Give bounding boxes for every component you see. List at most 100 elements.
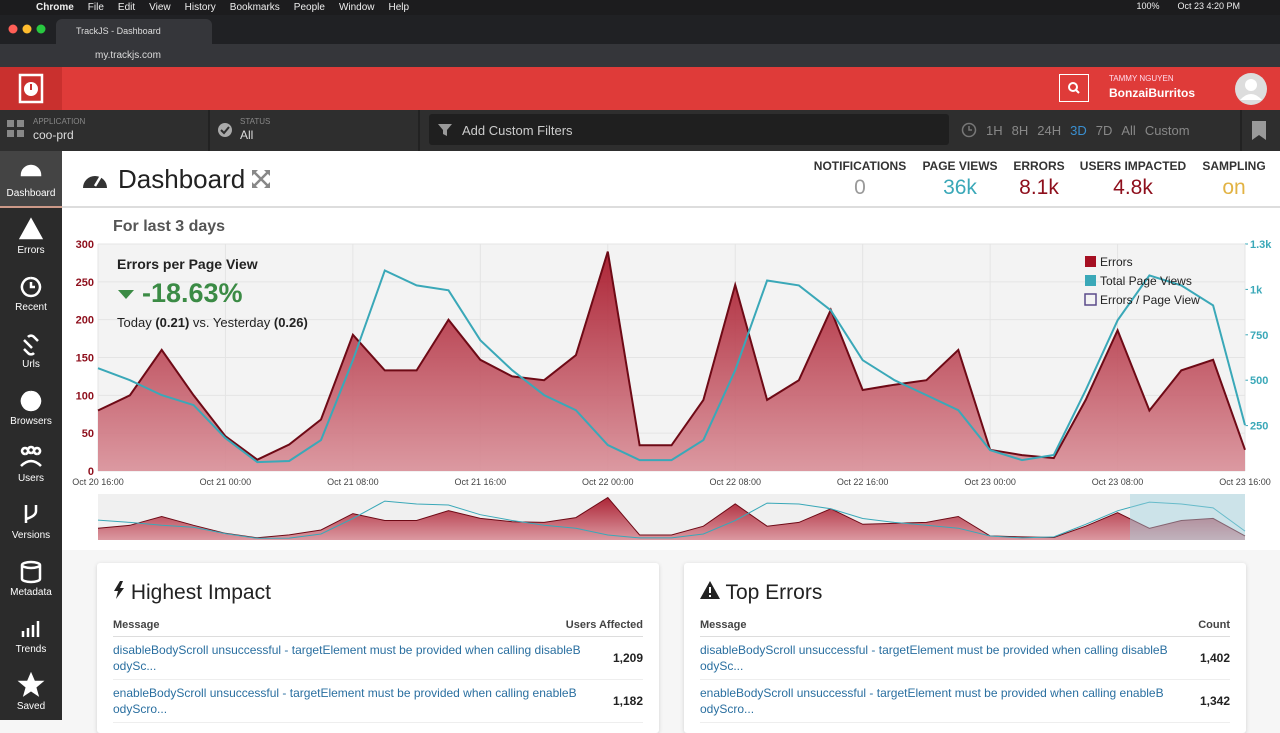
range-option[interactable]: Custom [1144, 123, 1190, 138]
epv-title: Errors per Page View [117, 256, 258, 272]
menu-item[interactable]: Help [388, 2, 410, 13]
top-errors-card: Top Errors Message Count disableBodyScroll… [684, 563, 1246, 733]
range-option[interactable]: 7D [1095, 123, 1113, 138]
nav-item[interactable]: Metadata [0, 550, 62, 607]
window-controls [8, 24, 46, 34]
nav-icon [24, 505, 38, 523]
legend-label[interactable]: Errors / Page View [1100, 293, 1200, 307]
icon-shape [24, 505, 38, 523]
nav-label: Recent [15, 302, 47, 313]
overview-selection [1130, 494, 1245, 540]
nav-item[interactable]: Trends [0, 607, 62, 664]
nav-label: Trends [15, 644, 47, 655]
range-option[interactable]: 24H [1037, 123, 1062, 138]
table-header: Message Count [700, 619, 1230, 637]
menu-item[interactable]: History [184, 2, 216, 13]
nav-item[interactable]: Urls [0, 322, 62, 379]
nav-label: Errors [17, 245, 45, 256]
app-icon [7, 120, 24, 137]
expand-icon[interactable] [251, 169, 271, 189]
nav-label: Versions [11, 530, 51, 541]
stat: ERRORS 8.1k [1013, 159, 1064, 200]
table-row: enableBodyScroll unsuccessful - targetEl… [113, 680, 643, 723]
chart: 0 50 100 150 200 250 300 250 500 750 1k 1.3k Oct 20 … [72, 239, 1272, 540]
menu-item[interactable]: Edit [117, 2, 136, 13]
nav-item[interactable]: Dashboard [0, 151, 62, 208]
menu-item[interactable]: File [87, 2, 104, 13]
card-title: Top Errors [725, 581, 823, 604]
y2-tick-label: 500 [1250, 375, 1268, 387]
legend-label[interactable]: Total Page Views [1100, 274, 1192, 288]
y-tick-label: 100 [76, 390, 94, 402]
error-message[interactable]: enableBodyScroll unsuccessful - targetEl… [700, 686, 1164, 716]
nav-label: Dashboard [6, 188, 56, 199]
nav-icon [17, 671, 45, 697]
menu-item[interactable]: Window [338, 2, 375, 13]
browser-tab[interactable]: TrackJS - Dashboard [56, 19, 212, 44]
menu-item[interactable]: Chrome [36, 2, 74, 13]
logo[interactable] [0, 67, 62, 110]
range-option[interactable]: 1H [986, 123, 1003, 138]
mini-area [98, 497, 1245, 540]
nav-item[interactable]: Browsers [0, 379, 62, 436]
mini-line [97, 496, 1246, 539]
user-menu[interactable]: TAMMY NGUYEN BonzaiBurritos [1109, 74, 1195, 100]
x-tick-label: Oct 22 16:00 [837, 477, 889, 487]
error-message[interactable]: enableBodyScroll unsuccessful - targetEl… [113, 686, 577, 716]
stat-label: ERRORS [1013, 159, 1065, 173]
application-select[interactable]: coo-prd [33, 128, 74, 142]
filter-placeholder: Add Custom Filters [462, 123, 573, 138]
nav-icon [20, 560, 42, 584]
nav-item[interactable]: Users [0, 436, 62, 493]
nav-label: Saved [16, 701, 46, 712]
stat: SAMPLING on [1202, 159, 1265, 200]
nav-label: Browsers [10, 416, 52, 427]
custom-filter-input[interactable]: Add Custom Filters [429, 114, 949, 145]
nav-icon [20, 164, 42, 177]
range-option[interactable]: 3D [1070, 123, 1087, 138]
down-arrow [118, 289, 134, 299]
icon-shape [20, 560, 42, 584]
range-option[interactable]: All [1121, 123, 1136, 138]
bookmark-icon[interactable] [1252, 121, 1266, 140]
today-value: (0.21) [155, 315, 190, 330]
search-button[interactable] [1059, 74, 1089, 102]
stat-value: 8.1k [1019, 176, 1059, 199]
x-tick-label: Oct 22 08:00 [709, 477, 761, 487]
column-header: Message [113, 619, 160, 631]
icon-shape [20, 445, 42, 467]
table-row: disableBodyScroll unsuccessful - targetE… [700, 637, 1230, 680]
search-icon [1068, 82, 1080, 94]
legend-label[interactable]: Errors [1100, 255, 1133, 269]
table-row: enableBodyScroll unsuccessful - targetEl… [700, 680, 1230, 723]
series-line [97, 251, 1246, 461]
icon-shape [17, 671, 45, 697]
y2-tick-label: 1k [1250, 284, 1263, 296]
warning-icon [700, 581, 720, 599]
x-tick-label: Oct 21 16:00 [455, 477, 507, 487]
y-tick-label: 300 [76, 239, 94, 251]
x-tick-label: Oct 20 16:00 [72, 477, 124, 487]
dashboard-header: Dashboard NOTIFICATIONS 0 PAGE VIEWS 36k ERR… [62, 151, 1280, 208]
count: 1,209 [612, 651, 643, 665]
menu-item[interactable]: People [293, 2, 325, 13]
menu-item[interactable]: View [149, 2, 171, 13]
stat-value: on [1222, 176, 1246, 199]
error-message[interactable]: disableBodyScroll unsuccessful - targetE… [700, 643, 1168, 673]
nav-item[interactable]: Recent [0, 265, 62, 322]
menu-item[interactable]: Bookmarks [229, 2, 280, 13]
nav-item[interactable]: Saved [0, 664, 62, 721]
avatar[interactable] [1234, 72, 1268, 106]
stat: NOTIFICATIONS 0 [814, 159, 906, 200]
nav-item[interactable]: Versions [0, 493, 62, 550]
error-message[interactable]: disableBodyScroll unsuccessful - targetE… [113, 643, 581, 673]
stat: USERS IMPACTED 4.8k [1080, 159, 1186, 200]
address-bar[interactable]: my.trackjs.com [0, 44, 1280, 67]
card-title: Highest Impact [130, 581, 271, 604]
highest-impact-card: Highest Impact Message Users Affected disa… [97, 563, 659, 733]
status-select[interactable]: All [240, 128, 254, 142]
range-option[interactable]: 8H [1011, 123, 1029, 138]
epv-box: Errors per Page View -18.63% Today (0.21… [117, 256, 308, 330]
nav-item[interactable]: Errors [0, 208, 62, 265]
